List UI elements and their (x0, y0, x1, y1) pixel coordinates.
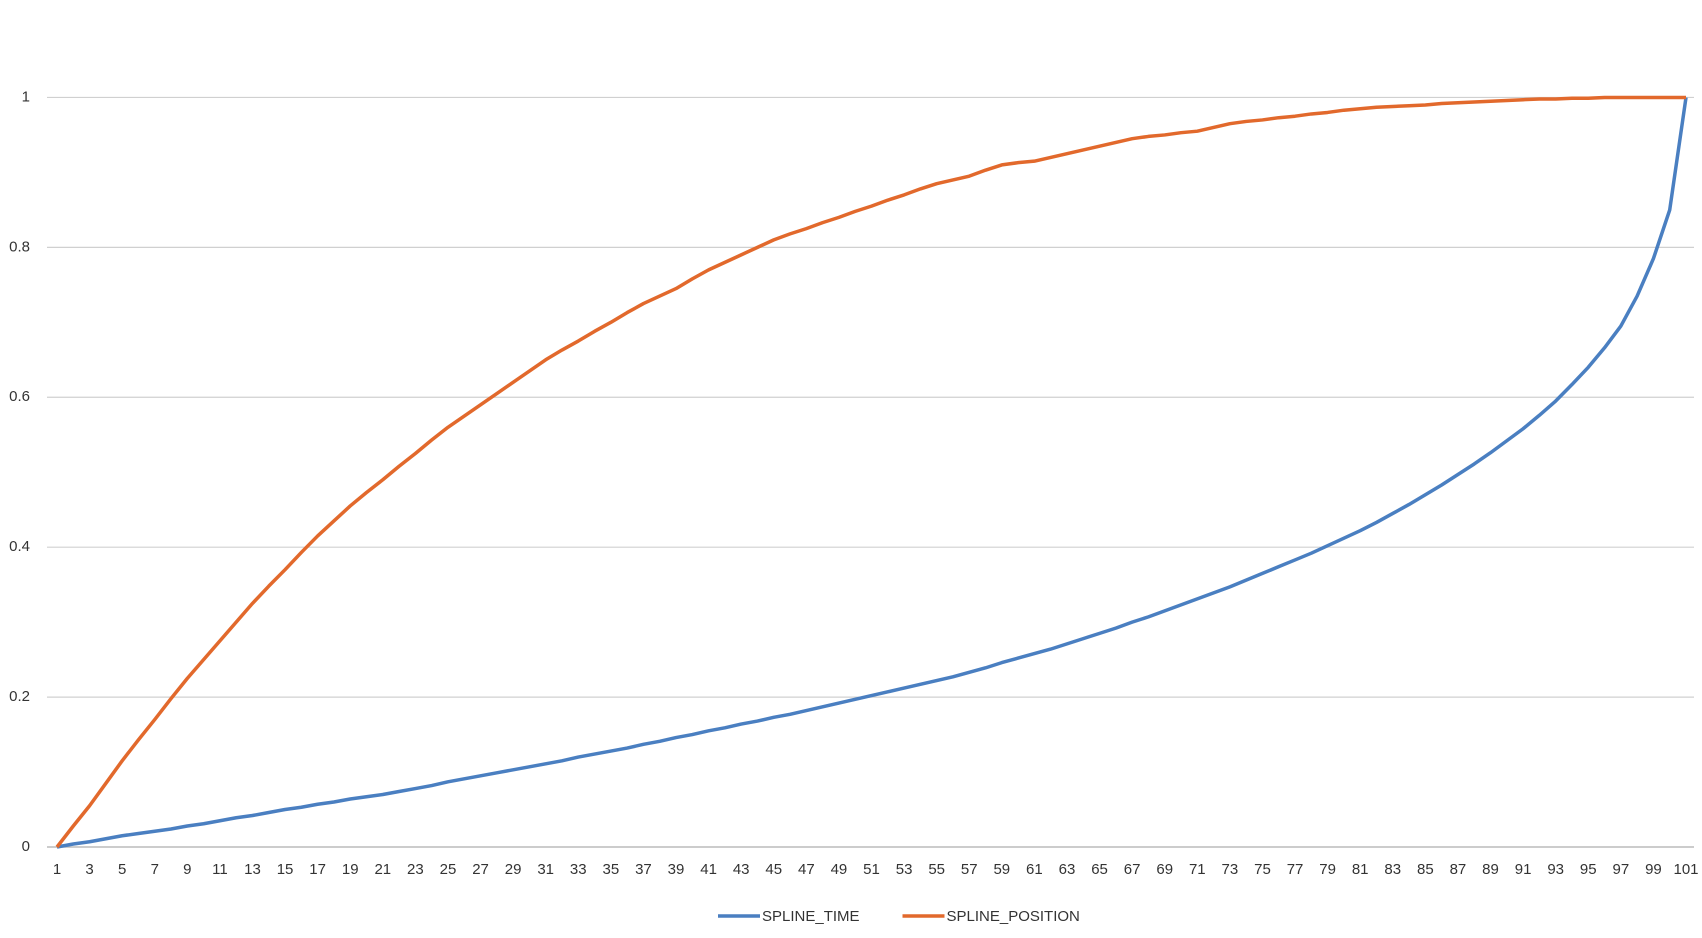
x-tick-label: 19 (342, 861, 359, 878)
x-tick-label: 81 (1352, 861, 1369, 878)
x-tick-label: 25 (440, 861, 457, 878)
x-tick-label: 77 (1287, 861, 1304, 878)
x-tick-label: 47 (798, 861, 815, 878)
x-tick-label: 75 (1254, 861, 1271, 878)
x-tick-label: 63 (1059, 861, 1076, 878)
x-tick-label: 11 (212, 861, 228, 878)
x-tick-label: 55 (928, 861, 945, 878)
x-tick-label: 53 (896, 861, 913, 878)
x-tick-label: 37 (635, 861, 652, 878)
x-tick-label: 7 (151, 861, 159, 878)
x-tick-label: 13 (244, 861, 261, 878)
x-tick-label: 21 (374, 861, 391, 878)
x-tick-label: 27 (472, 861, 489, 878)
x-tick-label: 67 (1124, 861, 1141, 878)
y-tick-label: 0 (22, 838, 30, 855)
x-tick-label: 51 (863, 861, 880, 878)
y-tick-label: 0.8 (9, 238, 30, 255)
x-tick-label: 41 (700, 861, 717, 878)
x-tick-label: 101 (1673, 861, 1698, 878)
x-tick-label: 59 (993, 861, 1010, 878)
y-tick-label: 0.6 (9, 388, 30, 405)
x-tick-label: 65 (1091, 861, 1108, 878)
x-tick-label: 9 (183, 861, 191, 878)
x-tick-label: 61 (1026, 861, 1043, 878)
x-tick-label: 5 (118, 861, 126, 878)
x-tick-label: 57 (961, 861, 978, 878)
x-tick-label: 29 (505, 861, 522, 878)
x-tick-label: 97 (1612, 861, 1629, 878)
legend-label: SPLINE_TIME (762, 908, 860, 925)
x-tick-label: 31 (537, 861, 554, 878)
y-tick-label: 1 (22, 88, 30, 105)
x-tick-label: 99 (1645, 861, 1662, 878)
x-tick-label: 45 (765, 861, 782, 878)
x-tick-label: 23 (407, 861, 424, 878)
x-tick-label: 43 (733, 861, 750, 878)
x-tick-label: 17 (309, 861, 326, 878)
x-tick-label: 87 (1450, 861, 1467, 878)
y-tick-label: 0.2 (9, 688, 30, 705)
x-tick-label: 49 (831, 861, 848, 878)
x-tick-label: 69 (1156, 861, 1173, 878)
x-tick-label: 71 (1189, 861, 1206, 878)
x-tick-label: 95 (1580, 861, 1597, 878)
series-line (55, 95, 1686, 849)
x-tick-label: 85 (1417, 861, 1434, 878)
x-tick-label: 1 (53, 861, 61, 878)
x-tick-label: 73 (1222, 861, 1239, 878)
x-tick-label: 33 (570, 861, 587, 878)
series-line (56, 97, 1688, 849)
y-tick-label: 0.4 (9, 538, 30, 555)
x-tick-label: 93 (1547, 861, 1564, 878)
x-tick-label: 89 (1482, 861, 1499, 878)
x-tick-label: 3 (85, 861, 93, 878)
legend-label: SPLINE_POSITION (947, 908, 1080, 925)
x-tick-label: 79 (1319, 861, 1336, 878)
x-tick-label: 91 (1515, 861, 1532, 878)
x-tick-label: 15 (277, 861, 294, 878)
x-tick-label: 35 (603, 861, 620, 878)
x-tick-label: 83 (1384, 861, 1401, 878)
x-tick-label: 39 (668, 861, 685, 878)
